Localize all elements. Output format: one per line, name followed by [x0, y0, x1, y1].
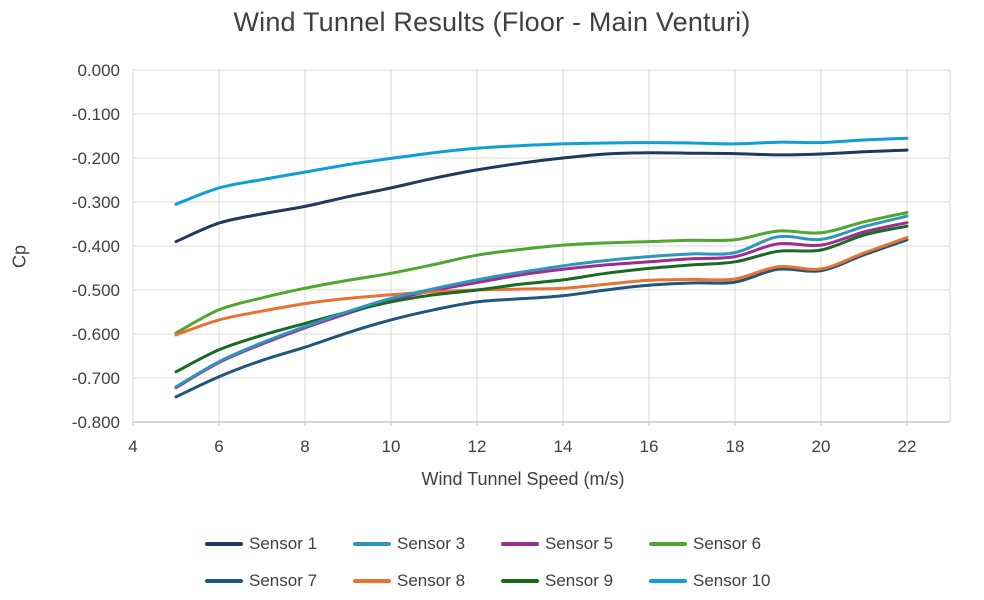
- x-tick-label: 8: [300, 437, 309, 456]
- series-line-sensor-7: [174, 238, 909, 399]
- legend-swatch: [205, 542, 243, 546]
- y-tick-label: -0.400: [72, 237, 120, 256]
- plot-area: 0.000 -0.100 -0.200 -0.300 -0.400 -0.500 -0.60…: [72, 61, 951, 456]
- legend-label: Sensor 6: [693, 534, 762, 553]
- x-tick-label: 10: [382, 437, 401, 456]
- legend-item-sensor-7: Sensor 7: [205, 571, 353, 591]
- y-tick-label: -0.600: [72, 325, 120, 344]
- x-tick-label: 14: [554, 437, 573, 456]
- legend-swatch: [205, 579, 243, 583]
- legend-label: Sensor 9: [545, 571, 614, 590]
- x-tick-label: 6: [214, 437, 223, 456]
- x-tick-label: 4: [128, 437, 137, 456]
- legend-label: Sensor 8: [397, 571, 466, 590]
- legend-item-sensor-1: Sensor 1: [205, 534, 353, 554]
- axis-tick-labels: 0.000 -0.100 -0.200 -0.300 -0.400 -0.500 -0.60…: [72, 61, 917, 456]
- legend-item-sensor-9: Sensor 9: [501, 571, 649, 591]
- y-axis-title: Cp: [9, 245, 30, 269]
- chart-title: Wind Tunnel Results (Floor - Main Ventur…: [233, 7, 751, 37]
- y-tick-label: 0.000: [77, 61, 120, 80]
- x-tick-label: 18: [726, 437, 745, 456]
- x-axis-title: Wind Tunnel Speed (m/s): [421, 469, 625, 489]
- y-tick-label: -0.300: [72, 193, 120, 212]
- y-tick-label: -0.500: [72, 281, 120, 300]
- legend-label: Sensor 1: [249, 534, 318, 553]
- legend-label: Sensor 3: [397, 534, 466, 553]
- legend-label: Sensor 7: [249, 571, 318, 590]
- x-tick-label: 16: [640, 437, 659, 456]
- legend-swatch: [501, 579, 539, 583]
- legend-item-sensor-6: Sensor 6: [649, 534, 797, 554]
- legend-swatch: [353, 542, 391, 546]
- legend-label: Sensor 10: [693, 571, 771, 590]
- x-tick-label: 22: [898, 437, 917, 456]
- series-line-sensor-10: [174, 136, 909, 206]
- legend-item-sensor-8: Sensor 8: [353, 571, 501, 591]
- y-tick-label: -0.100: [72, 105, 120, 124]
- legend-swatch: [353, 579, 391, 583]
- series-lines: [174, 136, 909, 399]
- x-tick-label: 12: [468, 437, 487, 456]
- legend-row-1: Sensor 1 Sensor 3 Sensor 5 Sensor 6: [205, 534, 945, 554]
- legend-swatch: [649, 579, 687, 583]
- legend-swatch: [649, 542, 687, 546]
- series-line-sensor-6: [174, 211, 909, 335]
- legend-swatch: [501, 542, 539, 546]
- legend-item-sensor-5: Sensor 5: [501, 534, 649, 554]
- legend-item-sensor-3: Sensor 3: [353, 534, 501, 554]
- legend-label: Sensor 5: [545, 534, 614, 553]
- y-tick-label: -0.800: [72, 413, 120, 432]
- y-tick-label: -0.700: [72, 369, 120, 388]
- x-axis: [132, 421, 950, 426]
- series-line-sensor-1: [174, 148, 909, 244]
- legend-row-2: Sensor 7 Sensor 8 Sensor 9 Sensor 10: [205, 571, 945, 591]
- y-tick-label: -0.200: [72, 149, 120, 168]
- series-line-sensor-8: [174, 236, 909, 337]
- series-line-sensor-3: [174, 214, 909, 389]
- series-line-sensor-9: [174, 224, 909, 374]
- x-tick-label: 20: [812, 437, 831, 456]
- legend-item-sensor-10: Sensor 10: [649, 571, 797, 591]
